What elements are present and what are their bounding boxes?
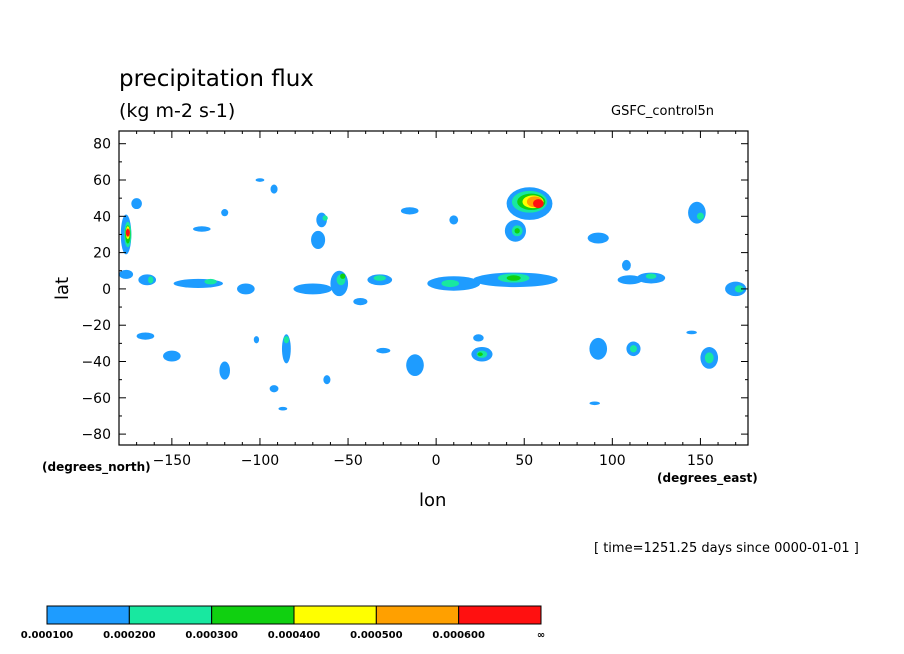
colorbar-label: 0.000300 [185,630,238,641]
y-tick-label: 80 [93,137,111,153]
x-tick-label: −50 [333,453,363,469]
contour-region [131,198,142,210]
contour-region [734,285,744,293]
contour-region [645,273,657,279]
x-axis-label: lon [419,490,447,511]
y-tick-label: −60 [81,391,111,407]
y-tick-label: −80 [81,427,111,443]
contour-region [353,297,368,306]
contour-region [136,332,155,340]
contour-region [278,406,288,411]
contour-region [311,230,326,249]
colorbar-label: 0.000400 [268,630,321,641]
contour-region [237,283,255,295]
contour-region [253,336,260,344]
contour-region [340,273,346,279]
contour-region [204,278,217,285]
colorbar-swatch [293,605,377,625]
colorbar-label: 0.000500 [350,630,403,641]
contour-region [406,354,424,377]
x-axis-unit: (degrees_east) [657,471,758,485]
colorbar-label: ∞ [537,630,545,641]
contour-region [323,375,331,385]
colorbar-swatch [46,605,130,625]
contour-region [589,337,608,360]
contour-region [269,385,279,393]
model-name: GSFC_control5n [611,104,714,119]
colorbar-swatch [458,605,542,625]
contour-region [219,361,230,380]
contour-region [119,269,134,279]
contour-region [506,275,521,281]
x-tick-label: 50 [515,453,533,469]
chart-title: precipitation flux [119,66,314,92]
y-axis-unit: (degrees_north) [42,460,151,474]
contour-region [138,274,156,286]
y-tick-label: 0 [102,282,111,298]
contour-region [322,215,328,221]
contour-region [148,276,154,284]
contour-region [221,209,229,217]
contour-region [400,207,419,215]
plot-frame [118,130,749,446]
contour-region [473,334,484,342]
colorbar-label: 0.000600 [432,630,485,641]
x-tick-label: −100 [241,453,279,469]
contour-region [163,350,181,362]
y-tick-label: 40 [93,209,111,225]
contour-region [533,199,544,209]
y-tick-label: −20 [81,318,111,334]
x-tick-label: 150 [687,453,714,469]
contour-region [514,228,520,234]
contour-region [686,330,697,335]
contour-region [696,212,704,220]
contour-region [629,345,637,353]
colorbar-swatch [375,605,460,625]
contour-region [255,178,265,182]
contour-region [270,184,278,194]
x-tick-label: 100 [599,453,626,469]
y-tick-label: 20 [93,246,111,262]
colorbar-label: 0.000100 [21,630,74,641]
colorbar-swatch [211,605,295,625]
contour-region [589,401,600,406]
chart-units: (kg m-2 s-1) [119,100,236,122]
colorbar-swatch [128,605,213,625]
contour-region [125,229,130,237]
y-tick-label: −40 [81,355,111,371]
contour-region [373,275,386,281]
x-tick-label: 0 [432,453,441,469]
time-stamp: [ time=1251.25 days since 0000-01-01 ] [594,541,859,556]
contour-region [293,283,333,295]
contour-region [704,352,714,364]
colorbar-label: 0.000200 [103,630,156,641]
contour-region [283,336,290,344]
contour-region [376,347,391,354]
contour-region [688,201,706,224]
contour-region [617,275,643,285]
contour-region [622,259,631,271]
x-tick-label: −150 [153,453,191,469]
contour-region [441,279,460,288]
contour-region [477,352,483,357]
contour-region [449,215,459,225]
y-tick-label: 60 [93,173,111,189]
contour-region [587,232,609,244]
contour-region [193,226,211,232]
